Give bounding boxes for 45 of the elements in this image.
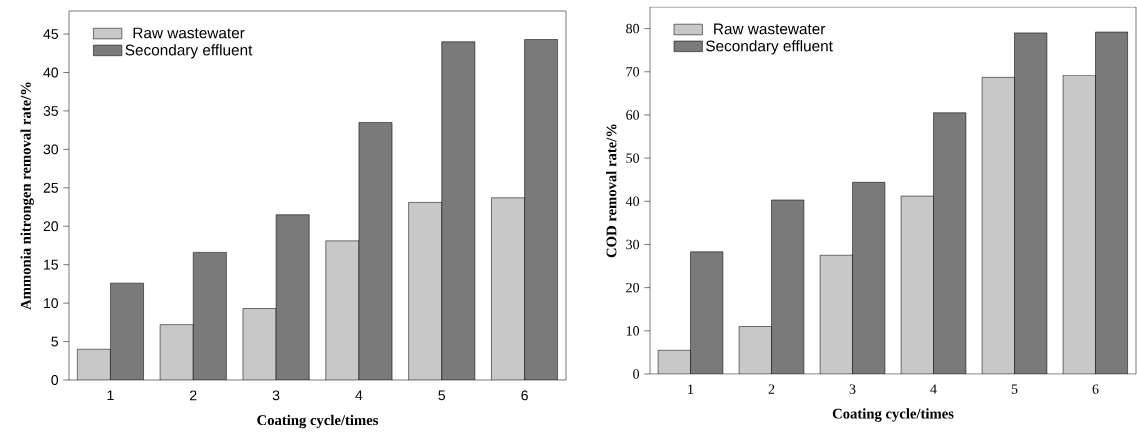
y-tick-label: 0	[51, 375, 59, 385]
legend-label: Secondary effluent	[125, 44, 253, 59]
y-tick-label: 45	[43, 29, 58, 39]
legend-label: Secondary effluent	[706, 40, 833, 55]
bar	[242, 308, 277, 380]
y-tick-label: 30	[626, 239, 640, 250]
bar	[491, 197, 525, 380]
y-tick-label: 40	[43, 67, 59, 78]
x-tick-label: 5	[438, 390, 446, 401]
x-tick-label: 3	[849, 384, 856, 394]
x-tick-label: 3	[272, 390, 280, 401]
y-tick-label: 10	[44, 298, 59, 309]
x-axis-title: Coating cycle/times	[832, 408, 954, 422]
y-tick-label: 35	[43, 105, 58, 116]
x-tick-label: 4	[355, 390, 363, 401]
bar	[408, 202, 443, 380]
x-axis-title: Coating cycle/times	[257, 414, 379, 429]
y-tick-label: 70	[626, 67, 640, 77]
x-tick-label: 4	[930, 384, 937, 394]
y-tick-label: 40	[625, 196, 640, 207]
x-tick-label: 2	[190, 390, 197, 401]
y-tick-label: 0	[633, 369, 640, 379]
x-tick-label: 6	[1092, 384, 1099, 394]
bar	[159, 324, 194, 380]
legend-label: Raw wastewater	[133, 27, 245, 39]
x-tick-label: 2	[768, 384, 775, 394]
y-tick-label: 20	[43, 221, 59, 232]
y-tick-label: 10	[626, 326, 640, 336]
legend-label: Raw wastewater	[714, 23, 826, 35]
y-tick-label: 20	[626, 282, 640, 293]
y-tick-label: 60	[626, 110, 640, 120]
y-axis-title: COD removal rate/%	[606, 124, 617, 258]
y-tick-label: 30	[43, 144, 59, 155]
x-tick-label: 5	[1011, 384, 1018, 394]
y-tick-label: 25	[43, 182, 58, 193]
x-tick-label: 1	[688, 384, 694, 394]
bar	[77, 348, 111, 380]
y-tick-label: 15	[44, 259, 58, 270]
y-tick-label: 5	[51, 336, 59, 347]
x-tick-label: 6	[521, 390, 528, 401]
y-tick-label: 50	[626, 153, 640, 163]
bar	[325, 240, 360, 380]
x-tick-label: 1	[107, 390, 114, 401]
y-tick-label: 80	[626, 23, 640, 34]
y-axis-title: Ammonia nitrongen removal rate/%	[20, 82, 34, 310]
